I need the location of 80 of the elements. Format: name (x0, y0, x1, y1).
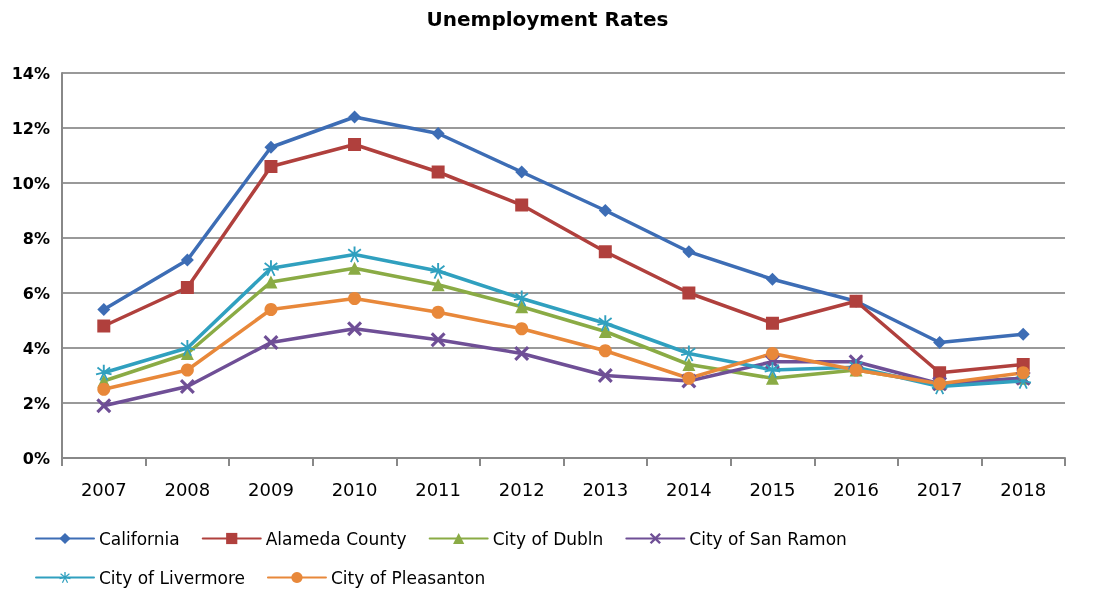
point (682, 286, 696, 300)
point (1016, 327, 1030, 341)
point (598, 344, 612, 358)
legend-label: Alameda County (265, 528, 407, 549)
legend-label: City of Dubln (492, 528, 604, 549)
y-tick-label: 8% (22, 228, 50, 248)
point (97, 303, 111, 316)
point (97, 319, 111, 333)
point (348, 261, 362, 275)
point (348, 110, 362, 124)
x-tick-label: 2013 (582, 478, 629, 500)
point (765, 272, 779, 286)
y-tick-label: 10% (11, 173, 50, 193)
point (598, 204, 612, 217)
point (933, 336, 947, 349)
point (346, 246, 363, 263)
point (430, 332, 446, 348)
x-tick-label: 2018 (1000, 478, 1047, 500)
x-tick-label: 2007 (80, 478, 127, 500)
point (180, 253, 194, 267)
point (431, 305, 445, 319)
chart-title: Unemployment Rates (426, 7, 669, 31)
x-tick-label: 2010 (331, 478, 378, 500)
point (348, 292, 362, 305)
x-tick-label: 2015 (749, 478, 796, 500)
y-tick-label: 4% (22, 338, 50, 358)
point (95, 364, 112, 381)
point (180, 363, 194, 377)
y-tick-label: 0% (22, 448, 50, 468)
y-tick-label: 6% (22, 283, 50, 303)
point (263, 335, 279, 350)
point (515, 322, 529, 336)
point (765, 316, 779, 330)
point (764, 362, 781, 378)
point (431, 127, 445, 140)
point (513, 290, 530, 307)
point (515, 165, 529, 179)
legend-label: City of Livermore (99, 567, 245, 588)
point (680, 345, 697, 362)
point (262, 260, 279, 277)
point (179, 340, 196, 356)
point (682, 358, 696, 371)
point (682, 371, 696, 385)
point (1016, 366, 1030, 380)
point (264, 160, 278, 173)
legend-label: City of San Ramon (689, 528, 847, 549)
point (515, 300, 529, 314)
point (264, 140, 278, 154)
y-tick-label: 12% (11, 118, 50, 138)
x-tick-label: 2016 (833, 478, 879, 500)
point (431, 278, 445, 292)
point (264, 303, 278, 316)
x-tick-label: 2017 (916, 478, 963, 500)
point (97, 382, 111, 396)
point (348, 138, 362, 151)
legend-label: California (99, 528, 180, 549)
y-tick-label: 2% (22, 393, 50, 413)
point (179, 379, 195, 394)
x-tick-label: 2008 (164, 478, 211, 500)
x-tick-label: 2014 (665, 478, 712, 500)
point (96, 398, 112, 414)
x-tick-label: 2011 (415, 478, 462, 500)
point (765, 347, 779, 360)
point (765, 371, 779, 385)
point (514, 346, 530, 361)
point (597, 368, 613, 383)
y-tick-label: 14% (11, 63, 50, 83)
legend-label: City of Pleasanton (330, 567, 486, 588)
point (180, 281, 194, 294)
point (597, 315, 614, 332)
point (264, 275, 278, 289)
point (347, 321, 363, 337)
point (682, 245, 696, 259)
x-tick-label: 2012 (498, 478, 545, 500)
point (515, 198, 529, 212)
point (598, 245, 612, 259)
point (598, 325, 612, 338)
point (430, 263, 447, 279)
x-tick-label: 2009 (248, 478, 294, 500)
point (431, 165, 445, 179)
